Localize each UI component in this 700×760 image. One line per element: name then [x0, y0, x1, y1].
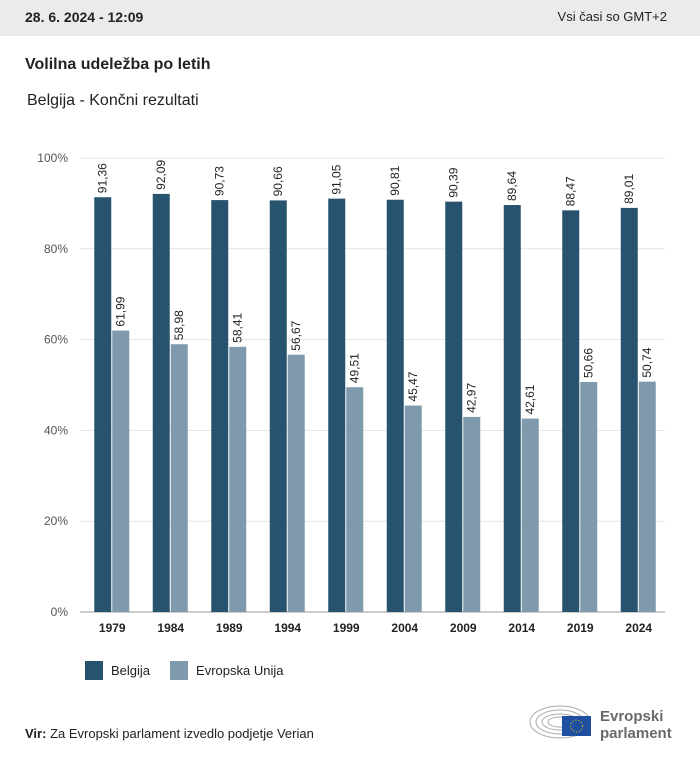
x-tick-label: 1999	[333, 621, 360, 635]
legend-swatch	[170, 661, 189, 680]
bar-eu	[580, 382, 598, 612]
bar-eu	[229, 346, 247, 612]
x-tick-label: 1984	[157, 621, 184, 635]
y-tick-label: 40%	[44, 423, 68, 437]
legend-swatch	[85, 661, 103, 680]
data-label: 89,64	[505, 171, 519, 201]
bar-belgija	[152, 193, 170, 612]
data-label: 45,47	[406, 371, 420, 401]
bar-eu	[170, 344, 188, 612]
logo-line2: parlament	[600, 725, 672, 742]
x-tick-label: 2024	[625, 621, 652, 635]
logo-line1: Evropski	[600, 708, 664, 725]
bar-eu	[404, 405, 422, 612]
logo-text: Evropski parlament	[600, 708, 672, 742]
data-label: 92,09	[154, 160, 168, 190]
data-label: 90,81	[388, 165, 402, 195]
source-label: Vir:	[25, 726, 47, 741]
bar-belgija	[328, 198, 346, 612]
data-label: 88,47	[564, 176, 578, 206]
data-label: 50,74	[640, 347, 654, 377]
datetime: 28. 6. 2024 - 12:09	[25, 9, 144, 25]
data-label: 58,98	[172, 310, 186, 340]
x-tick-label: 2014	[508, 621, 535, 635]
data-label: 42,97	[465, 383, 479, 413]
legend-item-belgija[interactable]: Belgija	[85, 661, 150, 680]
x-tick-label: 1979	[99, 621, 126, 635]
x-tick-label: 1989	[216, 621, 243, 635]
bar-belgija	[503, 205, 521, 612]
legend: Belgija Evropska Unija	[85, 661, 283, 680]
european-parliament-logo-icon	[529, 705, 591, 739]
y-tick-label: 100%	[37, 151, 68, 165]
source-note: Vir: Za Evropski parlament izvedlo podje…	[25, 726, 314, 741]
y-tick-label: 60%	[44, 333, 68, 347]
data-label: 89,01	[622, 174, 636, 204]
top-bar: 28. 6. 2024 - 12:09 Vsi časi so GMT+2	[0, 0, 700, 36]
data-label: 90,73	[213, 166, 227, 196]
timezone-note: Vsi časi so GMT+2	[557, 9, 667, 24]
bar-eu	[463, 416, 481, 612]
data-label: 90,66	[271, 166, 285, 196]
legend-label: Belgija	[111, 663, 151, 678]
source-text: Za Evropski parlament izvedlo podjetje V…	[50, 726, 314, 741]
x-tick-label: 2009	[450, 621, 477, 635]
chart-title: Volilna udeležba po letih	[25, 56, 211, 73]
bar-belgija	[94, 197, 112, 613]
y-tick-label: 0%	[51, 605, 69, 619]
bar-belgija	[211, 200, 229, 612]
data-label: 58,41	[231, 312, 245, 342]
data-label: 91,36	[96, 163, 110, 193]
bar-eu	[112, 330, 130, 612]
chart-subtitle: Belgija - Končni rezultati	[27, 92, 199, 109]
x-tick-label: 2019	[567, 621, 594, 635]
bar-belgija	[386, 199, 404, 612]
bar-belgija	[620, 207, 638, 613]
bar-chart: 0% 20% 40% 60% 80% 100% 91,36 61,99 1979 92,09 58,…	[37, 151, 665, 635]
data-label: 91,05	[330, 164, 344, 194]
data-label: 49,51	[348, 353, 362, 383]
y-tick-label: 20%	[44, 514, 68, 528]
x-tick-label: 2004	[391, 621, 418, 635]
legend-label: Evropska Unija	[196, 663, 284, 678]
data-label: 50,66	[582, 348, 596, 378]
bar-eu	[521, 418, 539, 612]
x-tick-label: 1994	[274, 621, 301, 635]
bar-belgija	[562, 210, 580, 613]
bar-eu	[638, 381, 656, 612]
data-label: 42,61	[523, 384, 537, 414]
data-label: 61,99	[114, 296, 128, 326]
bar-eu	[346, 387, 364, 612]
y-tick-label: 80%	[44, 242, 68, 256]
data-label: 56,67	[289, 320, 303, 350]
bar-belgija	[445, 201, 463, 612]
data-label: 90,39	[447, 167, 461, 197]
bar-eu	[287, 354, 305, 612]
bar-belgija	[269, 200, 287, 612]
legend-item-eu[interactable]: Evropska Unija	[170, 661, 283, 680]
